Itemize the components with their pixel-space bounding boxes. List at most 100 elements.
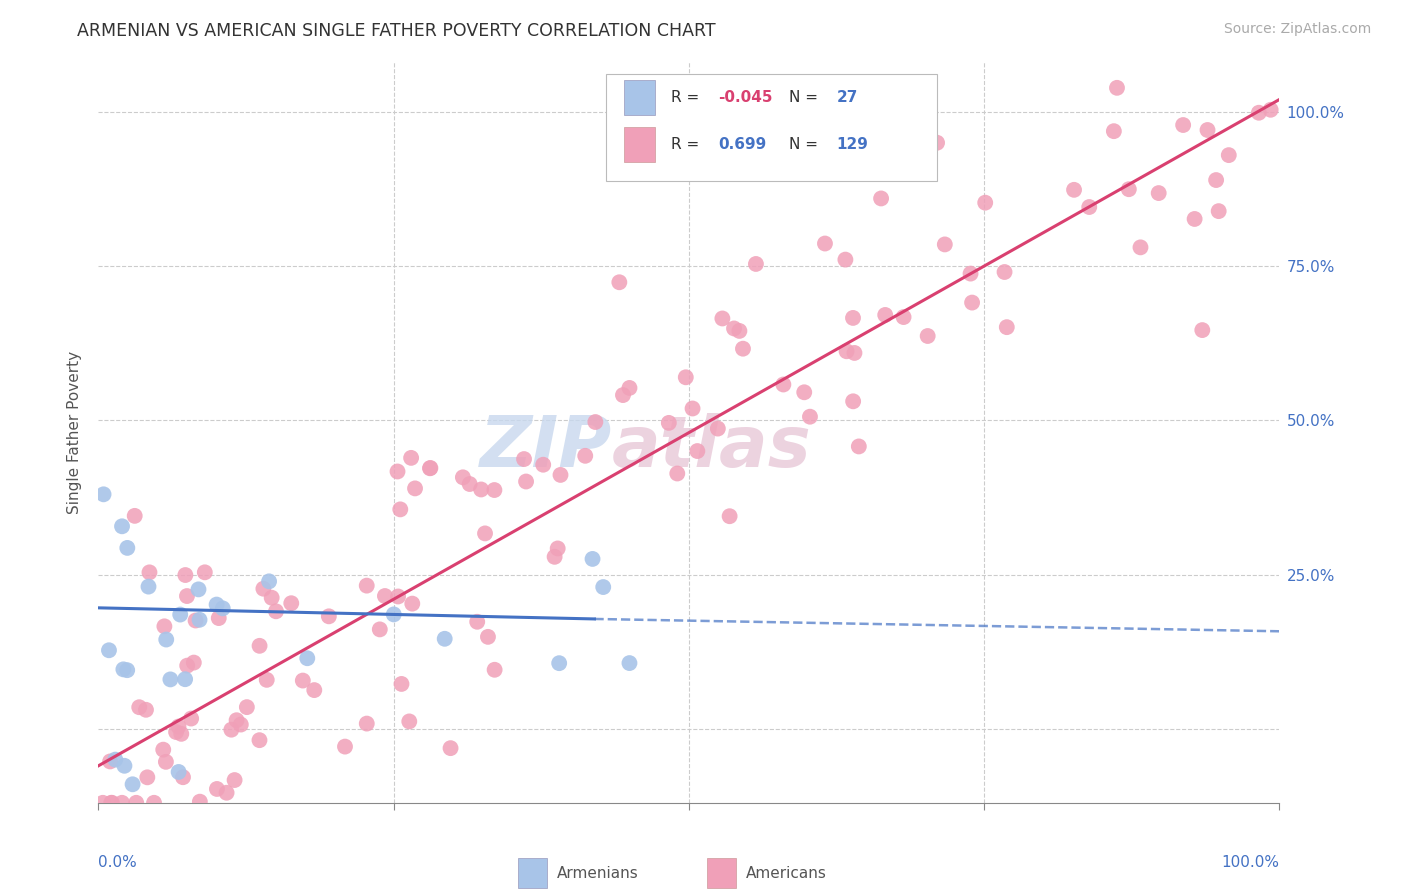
Text: ARMENIAN VS AMERICAN SINGLE FATHER POVERTY CORRELATION CHART: ARMENIAN VS AMERICAN SINGLE FATHER POVER… — [77, 22, 716, 40]
Point — [934, 237, 956, 252]
Point — [170, 727, 193, 741]
Point — [433, 632, 456, 646]
Point — [374, 589, 396, 603]
Point — [1147, 186, 1170, 200]
Point — [1184, 211, 1206, 226]
Point — [111, 796, 134, 810]
Text: 129: 129 — [837, 137, 869, 152]
FancyBboxPatch shape — [606, 73, 936, 181]
Point — [419, 461, 441, 475]
Point — [592, 580, 614, 594]
Point — [221, 723, 243, 737]
Point — [1129, 240, 1152, 254]
Text: Source: ZipAtlas.com: Source: ZipAtlas.com — [1223, 22, 1371, 37]
Point — [686, 444, 709, 458]
Point — [925, 136, 948, 150]
Point — [995, 320, 1018, 334]
Point — [513, 452, 536, 467]
Point — [136, 770, 159, 784]
Point — [548, 656, 571, 670]
Point — [167, 720, 190, 734]
Point — [333, 739, 356, 754]
Point — [368, 623, 391, 637]
Point — [176, 658, 198, 673]
Point — [128, 700, 150, 714]
Point — [188, 613, 211, 627]
Point — [172, 770, 194, 784]
Point — [135, 703, 157, 717]
Point — [458, 477, 481, 491]
Point — [194, 566, 217, 580]
Point — [711, 311, 734, 326]
Point — [799, 409, 821, 424]
Point — [356, 579, 378, 593]
Point — [870, 191, 893, 205]
Point — [474, 526, 496, 541]
Point — [174, 568, 197, 582]
Point — [224, 773, 246, 788]
Point — [451, 470, 474, 484]
Point — [264, 604, 287, 618]
FancyBboxPatch shape — [707, 858, 737, 888]
Point — [138, 566, 160, 580]
Point — [159, 673, 181, 687]
Point — [187, 582, 209, 597]
Point — [718, 509, 741, 524]
Point — [387, 465, 409, 479]
Point — [1118, 182, 1140, 196]
Text: Americans: Americans — [745, 865, 827, 880]
Text: atlas: atlas — [612, 413, 811, 482]
Point — [125, 796, 148, 810]
Point — [98, 755, 121, 769]
Point — [208, 611, 231, 625]
Point — [249, 733, 271, 747]
Point — [398, 714, 420, 729]
Point — [101, 796, 124, 810]
Point — [180, 712, 202, 726]
Text: 27: 27 — [837, 90, 858, 105]
Point — [728, 324, 751, 338]
Point — [260, 591, 283, 605]
Point — [91, 796, 114, 810]
Point — [387, 590, 409, 604]
Point — [155, 755, 177, 769]
Point — [257, 574, 280, 589]
Point — [176, 589, 198, 603]
Point — [842, 394, 865, 409]
Point — [382, 607, 405, 622]
Point — [236, 700, 259, 714]
Point — [835, 344, 858, 359]
Point — [1208, 204, 1230, 219]
Point — [1218, 148, 1240, 162]
Point — [607, 275, 630, 289]
Point — [439, 741, 461, 756]
Point — [547, 541, 569, 556]
Point — [93, 487, 115, 501]
Point — [205, 598, 228, 612]
Point — [114, 758, 136, 772]
Point — [205, 781, 228, 796]
Point — [834, 252, 856, 267]
Point — [993, 265, 1015, 279]
Point — [974, 195, 997, 210]
Point — [389, 502, 412, 516]
Point — [211, 601, 233, 615]
Point — [419, 461, 441, 475]
Point — [318, 609, 340, 624]
Point — [399, 450, 422, 465]
Text: R =: R = — [671, 137, 704, 152]
Point — [1197, 123, 1219, 137]
Point — [98, 643, 121, 657]
Point — [731, 342, 754, 356]
Point — [658, 416, 681, 430]
Point — [465, 615, 488, 629]
Text: -0.045: -0.045 — [718, 90, 773, 105]
Point — [959, 267, 981, 281]
Point — [1205, 173, 1227, 187]
Point — [484, 663, 506, 677]
Point — [404, 482, 426, 496]
Point — [297, 651, 319, 665]
Point — [280, 596, 302, 610]
Point — [543, 549, 565, 564]
Point — [1247, 105, 1270, 120]
